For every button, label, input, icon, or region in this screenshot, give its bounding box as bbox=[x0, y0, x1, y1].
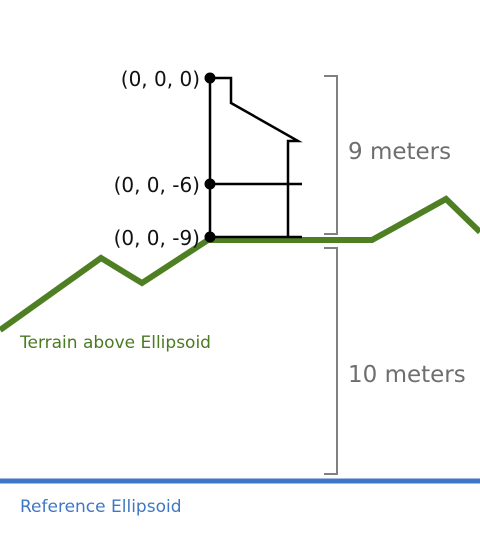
lower-dimension-label: 10 meters bbox=[348, 362, 466, 388]
terrain-line bbox=[0, 195, 480, 333]
coordinate-label-top: (0, 0, 0) bbox=[121, 67, 200, 91]
coordinate-label-middle: (0, 0, -6) bbox=[114, 173, 200, 197]
upper-dimension-bracket bbox=[324, 75, 338, 235]
building-outline bbox=[208, 76, 303, 239]
lower-dimension-bracket bbox=[324, 247, 338, 475]
ellipsoid-label: Reference Ellipsoid bbox=[20, 497, 181, 517]
terrain-label: Terrain above Ellipsoid bbox=[19, 333, 211, 353]
point-marker-minus-6 bbox=[204, 178, 216, 190]
point-marker-minus-9 bbox=[204, 231, 216, 243]
coordinate-label-bottom: (0, 0, -9) bbox=[114, 226, 200, 250]
point-marker-0 bbox=[204, 72, 216, 84]
upper-dimension-label: 9 meters bbox=[348, 139, 451, 165]
